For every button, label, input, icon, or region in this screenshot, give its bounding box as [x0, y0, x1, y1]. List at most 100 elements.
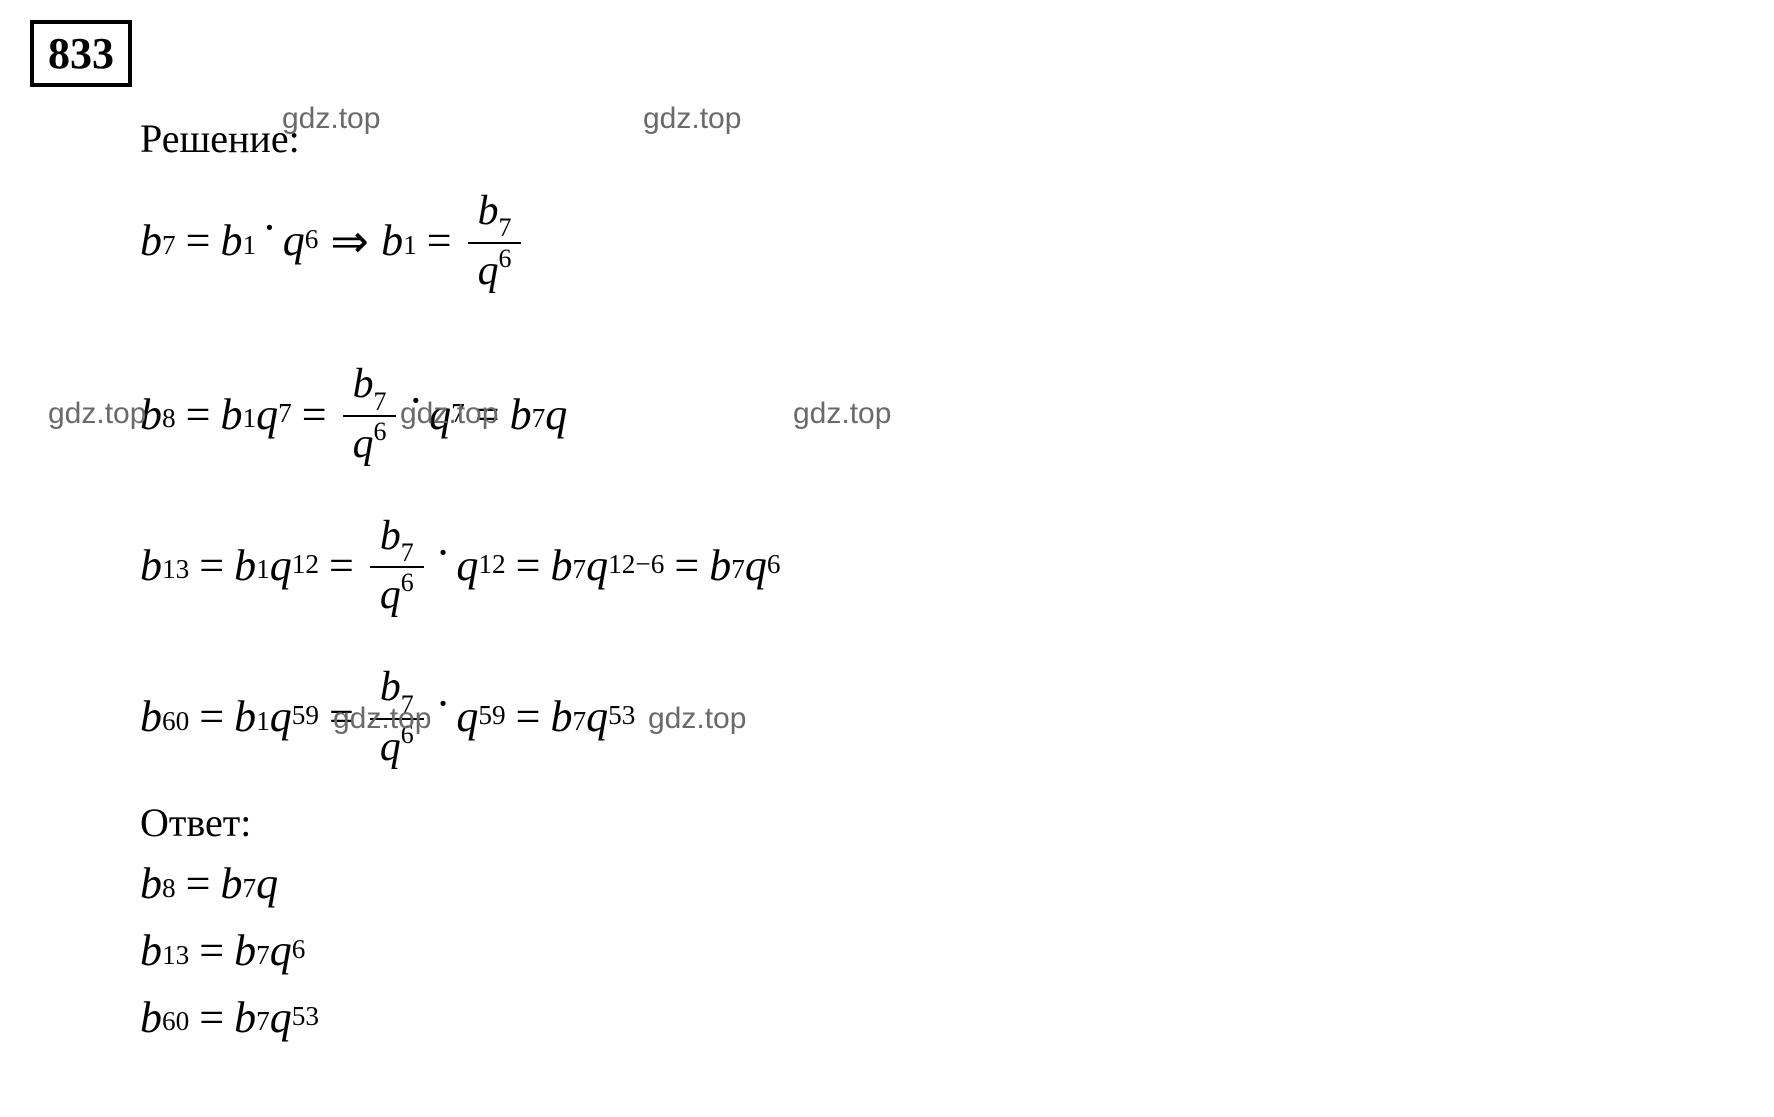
watermark-text: gdz.top — [793, 397, 891, 431]
eq1-r2-sup: 6 — [305, 223, 319, 256]
watermark-text: gdz.top — [48, 397, 146, 431]
watermark-text: gdz.top — [333, 702, 431, 736]
eq2-r2-sup: 7 — [278, 397, 292, 430]
eq1-r1-sub: 1 — [242, 229, 256, 262]
eq2-r1-var: b — [220, 389, 242, 442]
eq3-mid-var2: q — [586, 540, 608, 593]
watermark-text: gdz.top — [400, 397, 498, 431]
ans2-r-var1: b — [234, 925, 256, 978]
equation-1: b7 = b1 · q6 ⇒ b1 = b7 q6 — [140, 190, 1744, 293]
eq4-r2-sup: 59 — [292, 699, 319, 732]
eq2-den-sup: 6 — [373, 417, 386, 446]
eq4-lhs-sub: 60 — [162, 705, 189, 738]
eq3-mult-var: q — [456, 540, 478, 593]
ans2-r-sup2: 6 — [292, 933, 306, 966]
implies-arrow: ⇒ — [330, 214, 369, 269]
eq4-fin-var1: b — [550, 691, 572, 744]
ans2-r-sub1: 7 — [256, 939, 270, 972]
equals-sign: = — [186, 215, 211, 268]
equals-sign: = — [199, 691, 224, 744]
problem-number-box: 833 — [30, 20, 132, 87]
eq3-fin-var1: b — [709, 540, 731, 593]
eq4-r1-sub: 1 — [256, 705, 270, 738]
eq1-fraction: b7 q6 — [468, 190, 522, 293]
eq2-num-sub: 7 — [373, 387, 386, 416]
ans3-lhs-sub: 60 — [162, 1005, 189, 1038]
eq4-r1-var: b — [234, 691, 256, 744]
equals-sign: = — [516, 691, 541, 744]
equals-sign: = — [302, 389, 327, 442]
equals-sign: = — [674, 540, 699, 593]
equals-sign: = — [427, 215, 452, 268]
eq2-r1-sub: 1 — [242, 402, 256, 435]
eq1-den-var: q — [478, 247, 499, 293]
eq1-r1-var: b — [220, 215, 242, 268]
ans3-r-var1: b — [234, 992, 256, 1045]
dot-op: · — [436, 678, 451, 731]
eq4-mult-var: q — [456, 691, 478, 744]
equals-sign: = — [186, 858, 211, 911]
answer-3: b60 = b7 q53 — [140, 992, 1744, 1045]
eq2-lhs-sub: 8 — [162, 402, 176, 435]
problem-number: 833 — [48, 29, 114, 78]
dot-op: · — [262, 202, 277, 255]
eq1-imp-var: b — [381, 215, 403, 268]
eq3-num-sub: 7 — [401, 538, 414, 567]
eq3-fin-var2: q — [745, 540, 767, 593]
eq3-r2-var: q — [270, 540, 292, 593]
eq3-lhs-var: b — [140, 540, 162, 593]
eq3-fin-sub1: 7 — [731, 553, 745, 586]
eq3-den-sup: 6 — [401, 568, 414, 597]
ans3-r-sub1: 7 — [256, 1005, 270, 1038]
eq4-lhs-var: b — [140, 691, 162, 744]
eq2-fin-var1: b — [510, 389, 532, 442]
equation-2: b8 = b1 q7 = b7 q6 · q7 = b7 q — [140, 363, 1744, 466]
eq1-lhs-var: b — [140, 215, 162, 268]
ans3-r-var2: q — [270, 992, 292, 1045]
ans3-lhs-var: b — [140, 992, 162, 1045]
watermark-text: gdz.top — [648, 702, 746, 736]
equals-sign: = — [186, 389, 211, 442]
ans3-r-sup2: 53 — [292, 1000, 319, 1033]
equals-sign: = — [199, 540, 224, 593]
watermark-text: gdz.top — [643, 102, 741, 136]
eq3-lhs-sub: 13 — [162, 553, 189, 586]
eq1-lhs-sub: 7 — [162, 229, 176, 262]
eq1-num-var: b — [478, 188, 499, 234]
eq2-r2-var: q — [256, 389, 278, 442]
eq2-fraction: b7 q6 — [343, 363, 397, 466]
eq4-fin-sup2: 53 — [608, 699, 635, 732]
eq3-fraction: b7 q6 — [370, 515, 424, 618]
watermark-text: gdz.top — [282, 102, 380, 136]
eq1-r2-var: q — [283, 215, 305, 268]
ans2-lhs-sub: 13 — [162, 939, 189, 972]
ans1-lhs-var: b — [140, 858, 162, 911]
eq3-r1-var: b — [234, 540, 256, 593]
eq3-mid-var1: b — [550, 540, 572, 593]
answer-2: b13 = b7 q6 — [140, 925, 1744, 978]
equals-sign: = — [516, 540, 541, 593]
eq2-fin-var2: q — [545, 389, 567, 442]
solution-content: Решение: b7 = b1 · q6 ⇒ b1 = b7 q6 b8 = … — [140, 115, 1744, 1045]
equals-sign: = — [329, 540, 354, 593]
answer-1: b8 = b7 q — [140, 858, 1744, 911]
eq3-mid-sup2: 12−6 — [608, 548, 664, 581]
eq3-r2-sup: 12 — [292, 548, 319, 581]
equation-3: b13 = b1 q12 = b7 q6 · q12 = b7 q12−6 = … — [140, 515, 1744, 618]
eq4-fin-sub1: 7 — [572, 705, 586, 738]
ans1-r-sub1: 7 — [242, 872, 256, 905]
eq3-num-var: b — [380, 513, 401, 559]
eq3-r1-sub: 1 — [256, 553, 270, 586]
ans1-r-var1: b — [220, 858, 242, 911]
eq1-imp-sub: 1 — [403, 229, 417, 262]
eq3-fin-sup2: 6 — [767, 548, 781, 581]
eq4-r2-var: q — [270, 691, 292, 744]
eq4-mult-sup: 59 — [478, 699, 505, 732]
dot-op: · — [436, 527, 451, 580]
eq2-num-var: b — [353, 361, 374, 407]
eq3-mid-sub1: 7 — [572, 553, 586, 586]
eq2-den-var: q — [353, 421, 374, 467]
answer-label: Ответ: — [140, 799, 1744, 846]
eq4-fin-var2: q — [586, 691, 608, 744]
eq3-den-var: q — [380, 572, 401, 618]
